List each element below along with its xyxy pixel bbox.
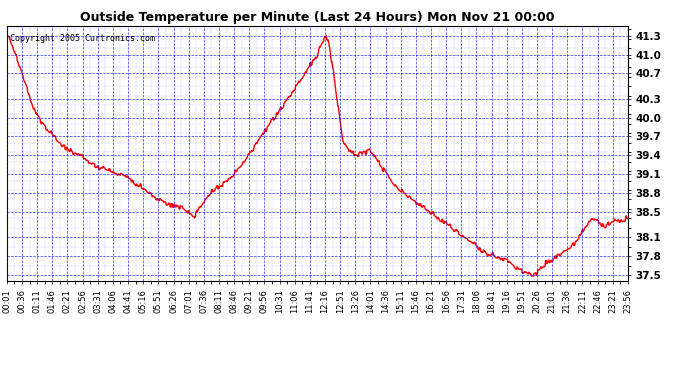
Text: Copyright 2005 Curtronics.com: Copyright 2005 Curtronics.com — [10, 34, 155, 43]
Title: Outside Temperature per Minute (Last 24 Hours) Mon Nov 21 00:00: Outside Temperature per Minute (Last 24 … — [80, 11, 555, 24]
